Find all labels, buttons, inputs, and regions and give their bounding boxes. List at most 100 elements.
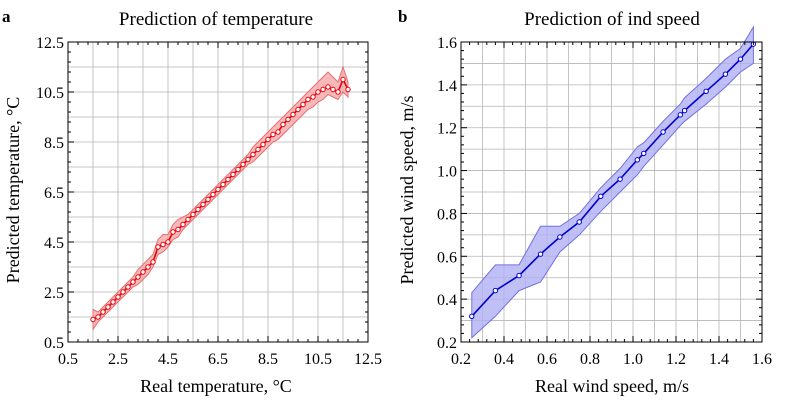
data-point	[130, 279, 136, 285]
tick-labels-wind-speed: 0.2 0.4 0.6 0.8 1.0 1.2 1.4 1.6 0.2 0.4 0.6 0.8 1.0 1…	[437, 35, 772, 368]
data-point	[469, 313, 475, 319]
y-tick-label: 0.4	[437, 292, 457, 309]
tick-marks-temperature	[67, 41, 369, 343]
data-point	[335, 89, 341, 95]
y-tick-label: 0.5	[44, 335, 64, 352]
x-tick-label: 0.2	[451, 351, 471, 368]
y-tick-label: 0.6	[437, 249, 457, 266]
x-tick-label: 4.5	[158, 351, 178, 368]
data-point	[330, 86, 336, 93]
data-point	[135, 274, 141, 280]
data-point	[325, 84, 331, 90]
data-point	[170, 229, 176, 235]
data-points-wind-speed	[469, 41, 757, 319]
panel-label-b: b	[398, 7, 407, 26]
tick-marks-wind-speed	[460, 41, 763, 343]
data-point	[105, 304, 111, 310]
x-tick-label: 0.8	[580, 351, 600, 368]
data-point	[110, 299, 116, 305]
y-tick-label: 12.5	[36, 35, 64, 52]
data-point	[340, 76, 346, 83]
x-tick-label: 0.5	[58, 351, 78, 368]
data-point	[125, 284, 131, 290]
y-tick-label: 1.0	[437, 164, 457, 181]
y-tick-label: 6.5	[44, 185, 64, 202]
data-point	[295, 106, 301, 113]
x-tick-label: 0.6	[537, 351, 557, 368]
data-point	[240, 161, 246, 168]
data-point	[140, 269, 146, 275]
data-point	[660, 129, 666, 135]
data-point	[275, 129, 281, 135]
data-point	[641, 150, 647, 157]
data-point	[492, 287, 499, 294]
data-point	[703, 88, 709, 94]
x-tick-label: 12.5	[354, 351, 382, 368]
data-point	[90, 316, 96, 323]
x-tick-label: 10.5	[304, 351, 332, 368]
data-point	[315, 89, 321, 95]
data-point	[285, 116, 291, 123]
x-axis-label-temperature: Real temperature, °C	[140, 376, 292, 396]
data-point	[722, 71, 729, 77]
data-point	[305, 96, 311, 103]
data-point	[300, 101, 306, 108]
data-point	[245, 156, 251, 163]
data-point	[210, 191, 216, 198]
data-point	[260, 141, 266, 148]
data-point	[120, 289, 126, 295]
data-point	[145, 264, 151, 270]
data-point	[557, 234, 563, 240]
data-point	[598, 193, 604, 199]
x-tick-label: 2.5	[108, 351, 128, 368]
y-tick-label: 0.8	[437, 206, 457, 223]
x-tick-label: 6.5	[208, 351, 228, 368]
y-tick-label: 2.5	[44, 285, 64, 302]
tick-labels-temperature: 0.5 2.5 4.5 6.5 8.5 10.5 12.5 0.5 2.5 4.5 6.5 8.5 10…	[36, 35, 382, 368]
data-point	[180, 221, 186, 228]
confidence-band-temperature	[92, 65, 349, 332]
y-tick-label: 1.2	[437, 121, 457, 138]
data-point	[115, 294, 121, 300]
x-tick-label: 1.0	[623, 351, 643, 368]
panel-label-a: a	[2, 7, 11, 26]
data-point	[100, 309, 106, 315]
data-point	[270, 131, 276, 138]
y-tick-label: 4.5	[44, 235, 64, 252]
data-point	[195, 206, 201, 213]
x-tick-label: 1.4	[709, 351, 729, 368]
data-point	[155, 244, 161, 250]
data-point	[95, 314, 101, 320]
y-axis-label-wind-speed: Predicted wind speed, m/s	[397, 96, 417, 285]
data-point	[205, 196, 211, 203]
chart-panel-wind-speed: b Prediction of ind speed 0.2 0.4 0.6 0.8 1.…	[397, 7, 772, 396]
y-tick-label: 0.2	[437, 335, 457, 352]
y-axis-label-temperature: Predicted temperature, °C	[3, 97, 23, 284]
x-tick-label: 0.4	[494, 351, 514, 368]
data-point	[255, 146, 261, 153]
chart-title-temperature: Prediction of temperature	[119, 9, 313, 30]
data-point	[220, 181, 226, 188]
data-point	[516, 272, 522, 279]
y-tick-label: 8.5	[44, 135, 64, 152]
y-tick-label: 10.5	[36, 85, 64, 102]
data-point	[185, 216, 191, 223]
y-tick-label: 1.4	[437, 78, 457, 95]
data-point	[230, 171, 236, 178]
prediction-line-temperature	[92, 77, 349, 321]
data-point	[537, 251, 544, 257]
data-point	[250, 151, 256, 158]
chart-panel-temperature: a Prediction of temperature 0.5 2.5 4.5 6.5…	[2, 7, 382, 396]
data-point	[634, 157, 640, 163]
data-point	[677, 112, 683, 118]
chart-title-wind-speed: Prediction of ind speed	[524, 9, 700, 30]
data-point	[310, 94, 316, 100]
data-point	[681, 107, 688, 114]
data-point	[265, 136, 271, 143]
data-point	[737, 56, 744, 62]
data-point	[576, 219, 582, 225]
confidence-band-wind-speed	[471, 25, 754, 339]
data-point	[290, 111, 296, 118]
data-point	[200, 201, 206, 208]
